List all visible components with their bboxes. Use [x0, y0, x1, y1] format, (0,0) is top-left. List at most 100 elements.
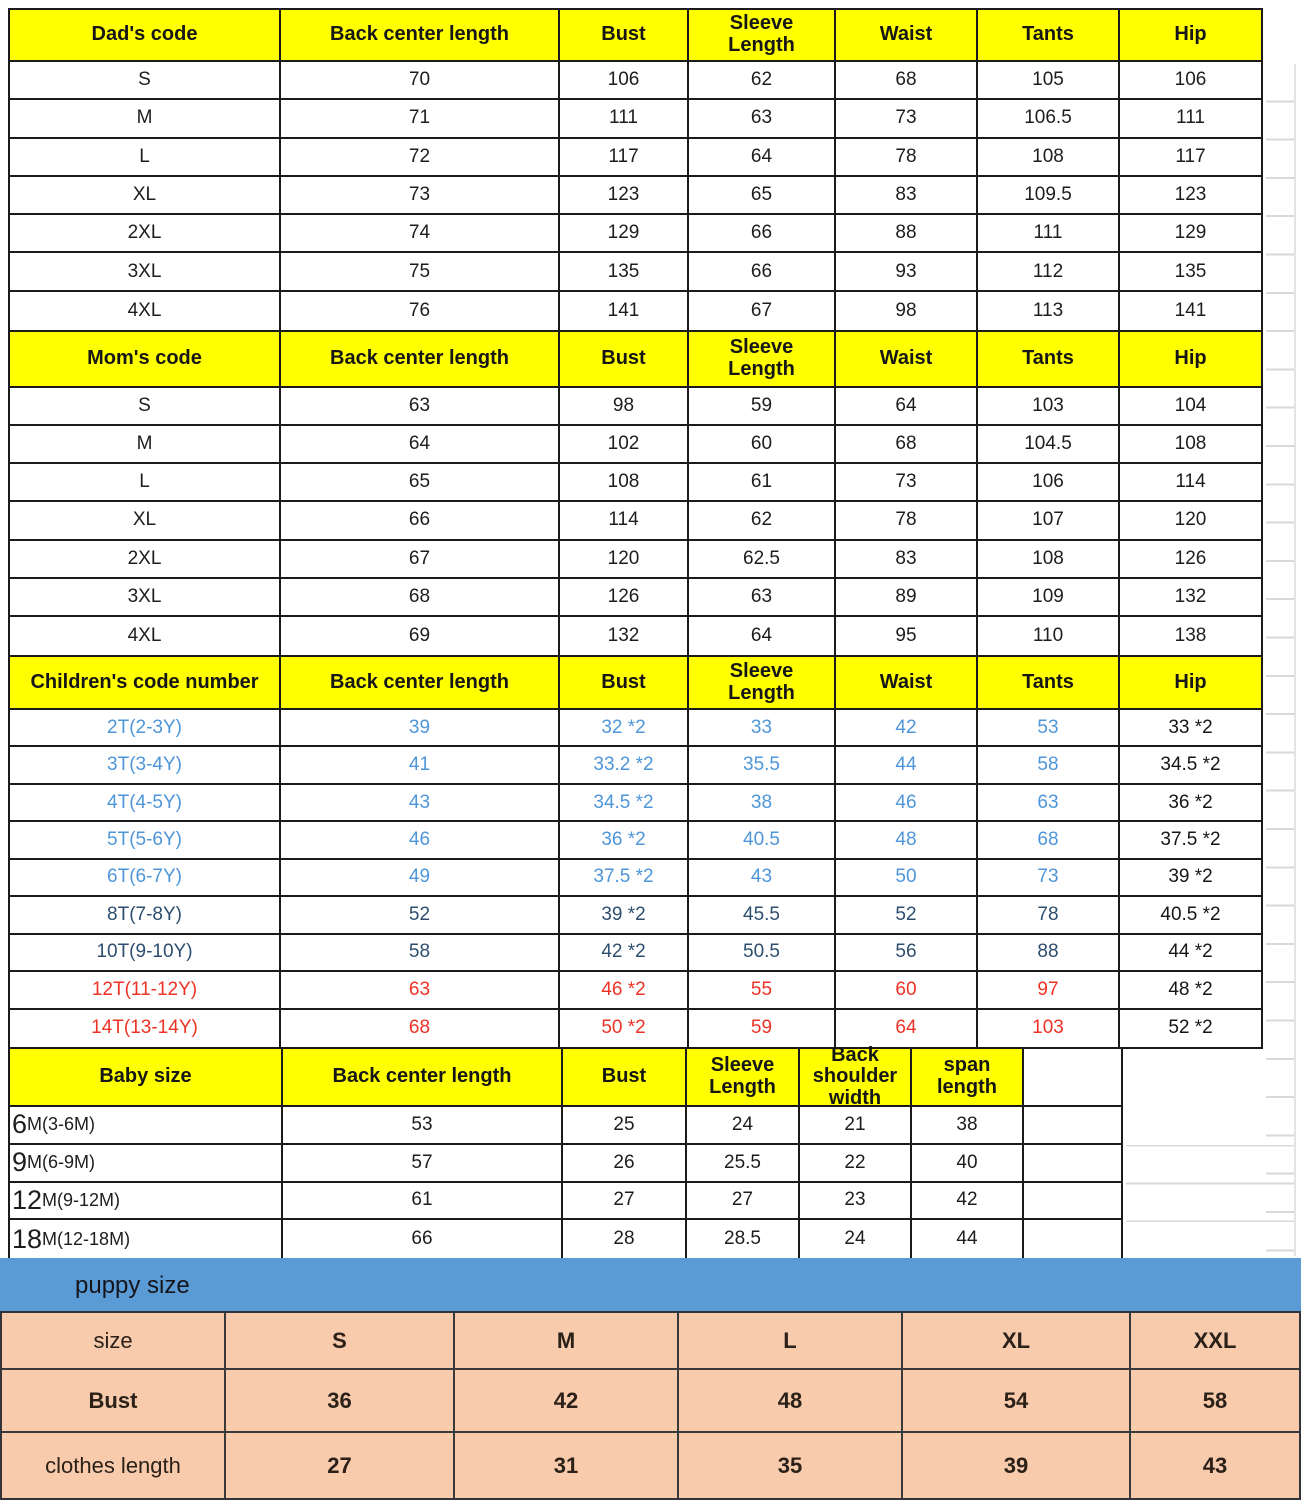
table-cell: 48 — [679, 1370, 903, 1433]
children-header-row: Children's code number Back center lengt… — [10, 657, 1261, 710]
table-cell: 109 — [978, 578, 1120, 617]
baby-header-row: Baby size Back center length Bust Sleeve… — [10, 1044, 1121, 1109]
table-cell: XL — [10, 176, 281, 216]
table-cell: 36 — [226, 1370, 455, 1433]
table-row: 8T(7-8Y) 52 39 *2 45.5 52 78 40.5 *2 — [10, 897, 1261, 935]
table-cell: 42 — [912, 1182, 1024, 1221]
table-cell: 141 — [1174, 299, 1207, 321]
table-cell: 60 — [689, 426, 836, 465]
table-cell: 39 — [903, 1433, 1131, 1498]
table-cell — [1024, 1145, 1121, 1183]
table-cell: 10T(9-10Y) — [10, 934, 281, 973]
table-cell: 135 — [1120, 253, 1261, 292]
table-cell: 42 *2 — [560, 934, 689, 973]
col-header: Bust — [560, 10, 689, 62]
col-header: Hip — [1120, 332, 1261, 388]
table-cell: 55 — [689, 972, 836, 1010]
table-cell: 36 *2 — [1120, 785, 1261, 823]
table-cell: 24 — [687, 1107, 800, 1145]
table-cell: 56 — [836, 934, 978, 973]
col-header: Back center length — [283, 1049, 563, 1107]
col-header: Waist — [836, 332, 978, 388]
col-header-empty — [1024, 1049, 1121, 1107]
baby-size-table: Baby size Back center length Bust Sleeve… — [8, 1044, 1123, 1260]
table-row: 12T(11-12Y) 63 46 *2 55 60 97 48 *2 — [10, 972, 1261, 1010]
table-cell: S — [10, 62, 281, 101]
table-cell: 112 — [978, 253, 1120, 292]
col-header: Back center length — [281, 10, 560, 62]
table-row: L 72 117 64 78 108 117 — [10, 138, 1261, 177]
table-cell: 39 *2 — [1120, 860, 1261, 898]
table-cell: 64 — [689, 138, 836, 177]
col-header: Waist — [836, 657, 978, 710]
table-cell: 41 — [281, 747, 560, 785]
table-cell: 44 — [836, 747, 978, 785]
col-header: Mom's code — [10, 332, 281, 388]
table-cell: 117 — [1120, 139, 1261, 177]
table-cell: L — [10, 138, 281, 177]
table-cell: 40.5 *2 — [1120, 897, 1261, 935]
table-cell: 61 — [283, 1182, 563, 1221]
table-row: XL 73 123 65 83 109.5 123 — [10, 176, 1261, 216]
table-cell: 35.5 — [689, 747, 836, 785]
table-cell: 36 *2 — [560, 822, 689, 860]
table-cell: 106.5 — [978, 100, 1120, 139]
table-cell: 58 — [1131, 1370, 1299, 1433]
col-header: Back shoulder width — [800, 1044, 912, 1109]
table-cell: 83 — [836, 176, 978, 216]
table-row: 2T(2-3Y) 39 32 *2 33 42 53 33 *2 — [10, 710, 1261, 748]
table-cell: M — [10, 426, 281, 465]
table-cell: 63 — [281, 972, 560, 1010]
table-cell: 67 — [281, 540, 560, 579]
table-cell: 24 — [800, 1220, 912, 1258]
table-row: S 63 98 59 64 103 104 — [10, 388, 1261, 427]
puppy-table-body: size S M L XL XXL Bust 36 42 48 54 58 clothes length… — [2, 1313, 1299, 1498]
table-cell: 66 — [283, 1220, 563, 1258]
table-cell: 114 — [1120, 464, 1261, 503]
table-cell: 50.5 — [689, 934, 836, 973]
table-cell: 28.5 — [687, 1220, 800, 1258]
table-cell: 53 — [283, 1107, 563, 1145]
table-row: 9 M(6-9M) 57 26 25.5 22 40 — [10, 1144, 1121, 1183]
table-cell: 68 — [281, 578, 560, 617]
col-header: Tants — [978, 657, 1120, 710]
table-cell: L — [10, 464, 281, 503]
table-cell: 70 — [281, 62, 560, 101]
table-cell: 43 — [281, 784, 560, 823]
table-cell: 9 M(6-9M) — [10, 1144, 283, 1183]
table-cell: 52 *2 — [1168, 1017, 1213, 1039]
table-cell: 3T(3-4Y) — [10, 747, 281, 785]
table-row: 4XL 69 132 64 95 110 138 — [10, 616, 1261, 655]
table-cell: 40 — [912, 1144, 1024, 1183]
table-cell: 23 — [800, 1182, 912, 1221]
table-cell: 50 *2 — [560, 1009, 689, 1047]
table-cell: 46 *2 — [560, 972, 689, 1010]
table-cell: 59 — [689, 388, 836, 427]
table-cell: 108 — [978, 540, 1120, 579]
table-cell: 35 — [679, 1433, 903, 1498]
puppy-size-bar: puppy size — [0, 1258, 1301, 1313]
children-size-table: Children's code number Back center lengt… — [8, 655, 1263, 1049]
table-cell: 123 — [1120, 177, 1261, 216]
table-cell: 4XL — [10, 616, 281, 655]
table-cell: L — [679, 1313, 903, 1370]
table-cell: 111 — [1120, 100, 1261, 139]
table-cell: 63 — [689, 100, 836, 139]
table-cell: 132 — [1120, 579, 1261, 617]
table-row: 6 M(3-6M) 53 25 24 21 38 — [10, 1107, 1121, 1145]
table-cell: M — [455, 1313, 679, 1370]
table-cell: 46 — [836, 784, 978, 823]
table-cell: 12 M(9-12M) — [10, 1182, 283, 1221]
children-table-body: 2T(2-3Y) 39 32 *2 33 42 53 33 *2 3T(3-4Y) 41 33.2… — [10, 710, 1261, 1047]
table-cell: 64 — [836, 388, 978, 427]
table-cell: 63 — [978, 784, 1120, 823]
table-cell: 37.5 *2 — [1120, 822, 1261, 860]
col-header: Dad's code — [10, 10, 281, 62]
col-header: Children's code number — [10, 657, 281, 710]
table-row: 18 M(12-18M) 66 28 28.5 24 44 — [10, 1220, 1121, 1258]
table-row: S 70 106 62 68 105 106 — [10, 62, 1261, 101]
table-cell: 61 — [689, 464, 836, 503]
table-cell: 68 — [836, 62, 978, 101]
table-cell: 53 — [978, 710, 1120, 748]
